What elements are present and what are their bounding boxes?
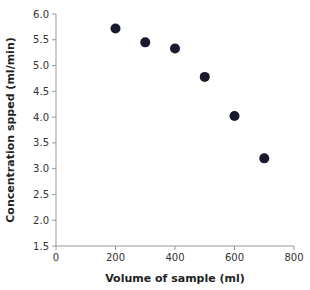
- point: [170, 44, 180, 54]
- y-tick: [52, 117, 56, 118]
- y-tick-label: 4.0: [33, 112, 49, 123]
- y-tick: [52, 142, 56, 143]
- x-tick-label: 400: [165, 252, 184, 263]
- x-tick: [175, 246, 176, 250]
- point: [230, 111, 240, 121]
- point: [111, 23, 121, 33]
- y-tick-label: 5.5: [33, 34, 49, 45]
- y-axis-line: [56, 14, 57, 246]
- y-tick-label: 2.5: [33, 189, 49, 200]
- y-tick-label: 2.0: [33, 215, 49, 226]
- y-tick: [52, 14, 56, 15]
- chart: 0 200 400 600 800 1.5 2.0 2.5 3.0 3.5 4.0 4.5 5.0 5.5…: [0, 0, 310, 290]
- y-tick-label: 3.5: [33, 137, 49, 148]
- y-tick-label: 6.0: [33, 9, 49, 20]
- x-axis-label: Volume of sample (ml): [105, 272, 245, 285]
- y-tick-label: 4.5: [33, 86, 49, 97]
- y-tick: [52, 91, 56, 92]
- point: [200, 72, 210, 82]
- y-tick-label: 3.0: [33, 163, 49, 174]
- y-tick: [52, 220, 56, 221]
- y-tick: [52, 39, 56, 40]
- x-tick: [294, 246, 295, 250]
- point: [140, 37, 150, 47]
- y-tick: [52, 246, 56, 247]
- y-tick: [52, 168, 56, 169]
- y-axis-label: Concentration spped (ml/min): [4, 37, 17, 222]
- x-tick: [234, 246, 235, 250]
- background: [0, 0, 310, 290]
- point: [259, 153, 269, 163]
- points: [111, 23, 270, 163]
- x-tick: [115, 246, 116, 250]
- y-tick: [52, 65, 56, 66]
- y-tick-label: 5.0: [33, 60, 49, 71]
- x-tick-label: 0: [53, 252, 59, 263]
- y-tick-label: 1.5: [33, 241, 49, 252]
- x-tick-label: 600: [225, 252, 244, 263]
- x-tick: [56, 246, 57, 250]
- x-tick-label: 200: [106, 252, 125, 263]
- x-tick-label: 800: [284, 252, 303, 263]
- y-tick: [52, 194, 56, 195]
